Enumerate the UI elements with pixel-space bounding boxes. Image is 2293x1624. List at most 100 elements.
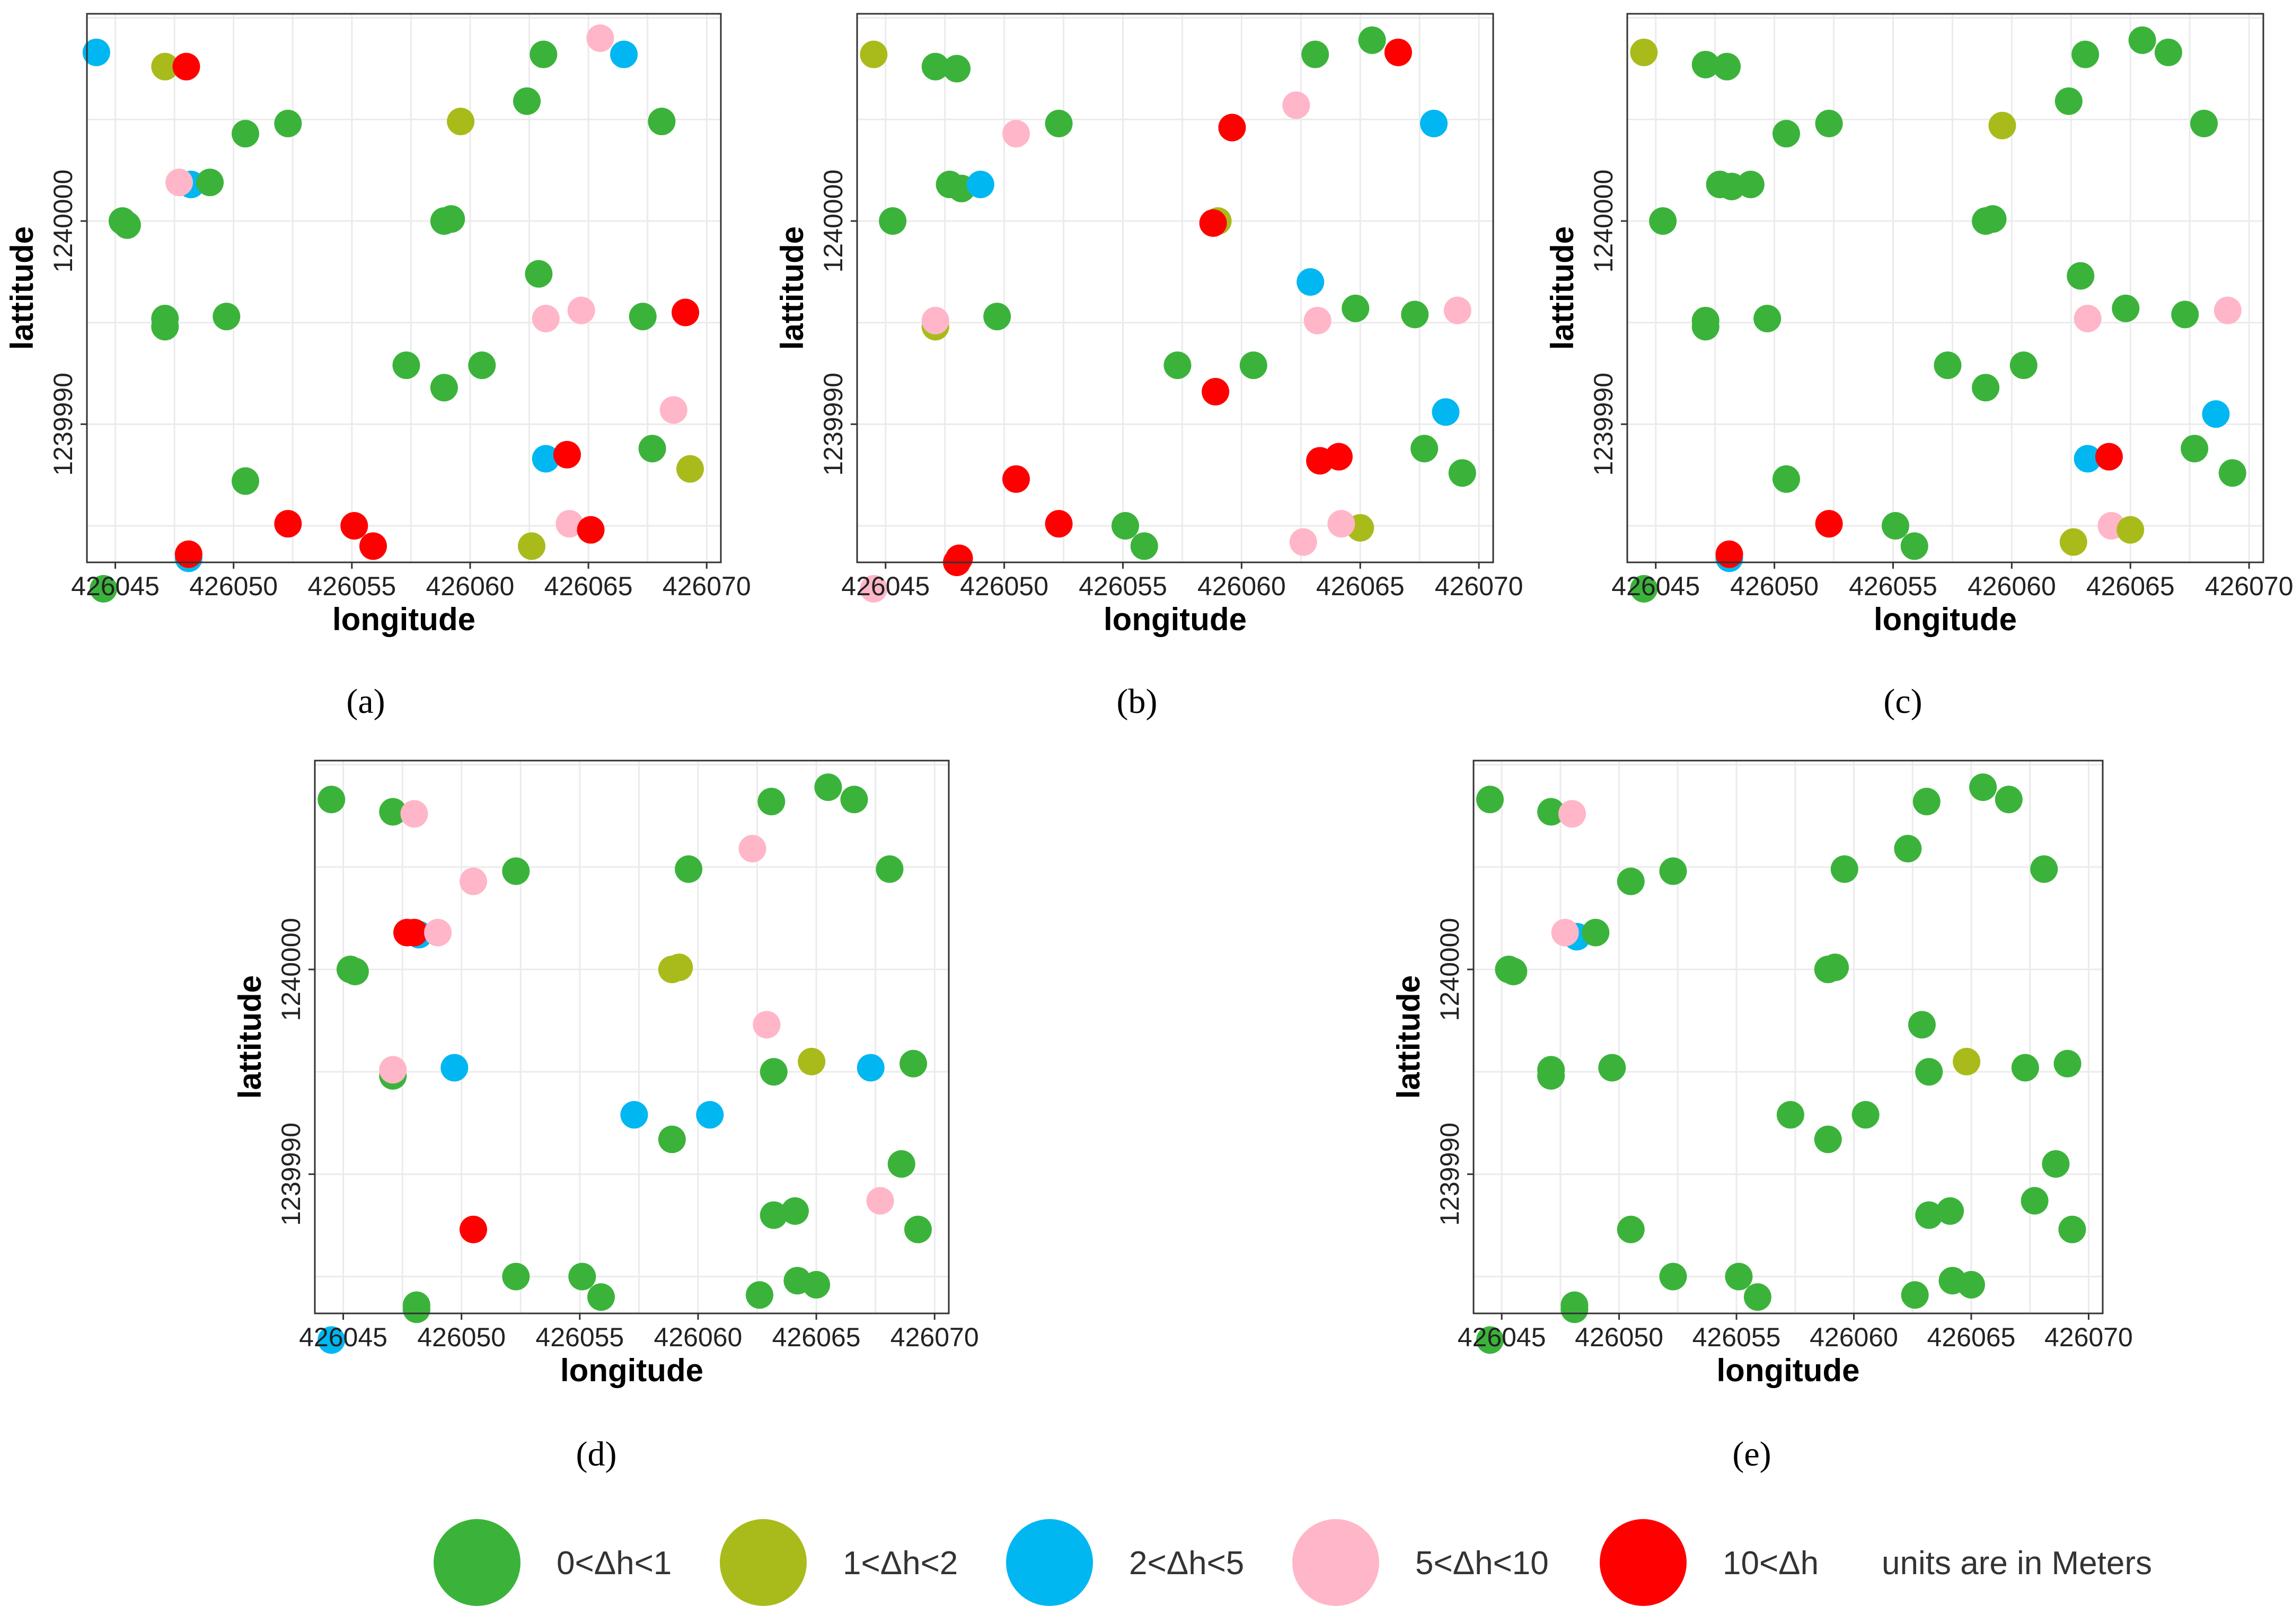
data-point [1560,1291,1589,1319]
x-tick-label: 426050 [960,571,1048,601]
x-tick-label: 426070 [2205,571,2293,601]
data-point [1969,773,1997,801]
data-point [577,516,605,544]
data-point [2021,1187,2049,1215]
data-point [857,1054,885,1082]
data-point [1551,919,1579,947]
data-point [1537,1056,1565,1084]
data-point [760,1201,788,1229]
data-point [379,1056,407,1084]
data-point [1045,110,1073,137]
data-point [2171,301,2199,329]
data-point [1358,26,1386,54]
x-tick-label: 426065 [1316,571,1405,601]
x-tick-label: 426045 [1611,571,1700,601]
data-point [899,1049,928,1078]
data-point [2074,445,2102,473]
data-point [876,855,904,883]
gridlines [315,761,949,1313]
data-point [2058,1215,2086,1243]
data-point [1432,398,1460,426]
x-tick-label: 426050 [189,571,278,601]
data-point [502,1263,530,1291]
data-point [2116,516,2145,544]
data-point [1691,50,1719,78]
data-point [568,1263,596,1291]
panel-label: (b) [1117,682,1158,721]
data-point [2054,87,2083,115]
legend-units-note: units are in Meters [1882,1545,2152,1582]
x-tick-label: 426050 [417,1322,506,1352]
y-axis-title: lattitude [1545,226,1580,350]
x-axis-title: longitude [332,602,475,637]
data-points [860,26,1476,603]
legend-label: 2<Δh<5 [1129,1545,1244,1582]
data-point [1289,528,1317,556]
data-point [274,510,302,538]
data-point [402,1291,430,1319]
data-point [1814,1125,1842,1153]
plot-frame [856,13,1494,563]
data-point [1715,540,1743,568]
data-point [638,435,666,463]
data-point [1772,465,1800,493]
data-point [1815,110,1843,137]
data-point [1617,1215,1645,1243]
x-tick-label: 426055 [1849,571,1937,601]
data-point [1410,435,1439,463]
x-axis-title: longitude [1717,1353,1860,1388]
data-point [921,52,949,81]
x-tick-label: 426045 [841,571,930,601]
data-point [943,55,971,83]
data-point [392,351,420,379]
data-point [658,1125,686,1153]
data-point [814,773,842,801]
data-point [587,1283,615,1311]
data-point [196,169,224,197]
data-point [151,52,179,81]
data-point [174,540,202,568]
scatter-panel: 426045 426050 426055 426060 426065 426070 1239… [1545,13,2293,721]
data-point [1325,443,1353,471]
data-point [1617,867,1645,895]
data-point [1384,38,1412,66]
data-point [945,544,973,572]
legend-swatch [1600,1519,1687,1606]
data-point [1476,1326,1504,1354]
data-point [620,1101,648,1129]
data-point [460,1215,487,1243]
data-point [1894,835,1922,863]
y-tick-label: 1239990 [48,373,78,476]
data-point [1297,268,1325,296]
data-point [879,207,907,235]
legend-item: 10<Δh [1600,1519,1819,1606]
plot-frame [1472,760,2104,1314]
legend-item: 5<Δh<10 [1292,1519,1549,1606]
legend-item: 0<Δh<1 [434,1519,672,1606]
data-point [2042,1150,2070,1178]
plot-frame [86,13,722,563]
data-point [1659,857,1687,885]
data-point [2181,435,2209,463]
data-point [1776,1101,1804,1129]
x-tick-label: 426070 [890,1322,979,1352]
data-point [1900,532,1928,560]
legend-label: 5<Δh<10 [1415,1545,1549,1582]
data-point [424,919,452,947]
data-point [753,1011,781,1039]
x-axis-title: longitude [1874,602,2017,637]
x-tick-label: 426055 [307,571,396,601]
x-tick-label: 426070 [2044,1322,2133,1352]
x-tick-label: 426060 [654,1322,743,1352]
panel-label: (d) [576,1435,617,1473]
data-point [1915,1201,1943,1229]
data-point [1915,1058,1943,1086]
data-point [165,169,193,197]
data-point [659,396,687,424]
data-point [2154,38,2182,66]
data-point [1002,465,1030,493]
data-point [530,40,558,68]
y-tick-label: 1240000 [48,170,78,273]
data-point [610,40,638,68]
data-point [1443,296,1471,324]
